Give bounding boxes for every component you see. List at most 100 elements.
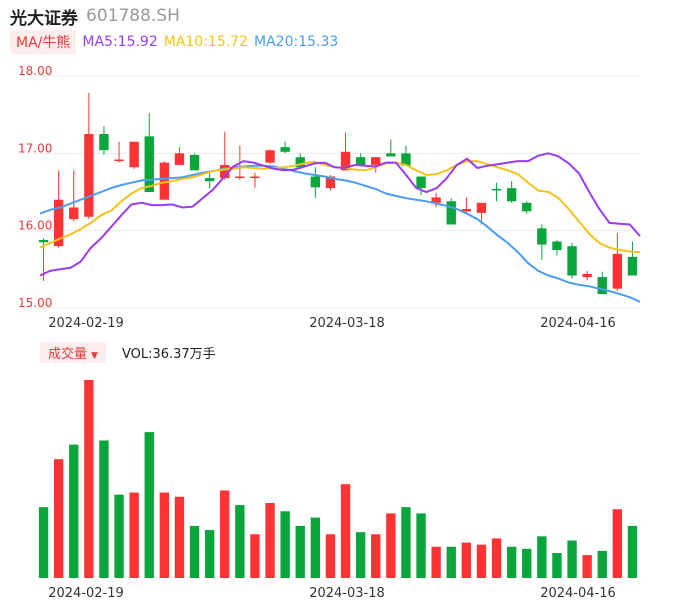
stock-name: 光大证券: [10, 8, 78, 29]
volume-bar: [612, 509, 623, 578]
candle-body: [310, 176, 321, 188]
volume-bar: [552, 552, 562, 578]
candle-body: [84, 134, 94, 217]
candle-body: [491, 188, 502, 191]
volume-tag-label: 成交量: [48, 346, 88, 362]
ma20-label: MA20:15.33: [254, 34, 339, 50]
y-tick-label: 17.00: [18, 141, 52, 155]
volume-bar: [295, 525, 305, 578]
candle-body: [386, 153, 396, 157]
candle-body: [204, 178, 215, 182]
volume-bar: [461, 542, 472, 578]
volume-bar: [506, 546, 517, 578]
candle-body: [597, 277, 607, 295]
candle-body: [627, 256, 638, 276]
volume-indicator-button[interactable]: 成交量 ▼: [40, 341, 106, 363]
candle-body: [144, 136, 154, 192]
volume-bar: [235, 505, 245, 578]
volume-bar: [582, 555, 592, 578]
volume-bar: [265, 502, 275, 578]
candle-body: [446, 201, 456, 225]
volume-bar: [280, 511, 290, 578]
volume-bar: [159, 492, 170, 578]
volume-bar: [371, 534, 381, 578]
volume-bar: [522, 548, 532, 578]
volume-bar: [69, 444, 79, 578]
candle-body: [582, 273, 592, 278]
volume-bar: [189, 525, 200, 578]
candle-body: [506, 188, 517, 202]
volume-bar: [144, 432, 154, 578]
stock-header: 光大证券 601788.SH: [10, 4, 180, 29]
volume-bar: [204, 530, 215, 578]
x-tick-label: 2024-02-19: [48, 316, 124, 331]
candle-body: [295, 157, 305, 168]
volume-bar: [84, 380, 94, 578]
volume-bar: [567, 540, 577, 578]
candle-body: [431, 197, 441, 203]
volume-bar: [537, 536, 547, 578]
candle-body: [265, 150, 275, 163]
ma-indicator-button[interactable]: MA/牛熊: [10, 30, 77, 54]
x-tick-label: 2024-02-19: [48, 586, 124, 601]
candle-body: [250, 176, 260, 179]
volume-bar: [129, 492, 139, 578]
candlestick-series: [38, 93, 638, 295]
y-tick-label: 15.00: [18, 296, 52, 310]
candle-body: [355, 157, 366, 165]
moving-average-lines: [39, 152, 641, 303]
ma-legend: MA/牛熊 MA5:15.92 MA10:15.72 MA20:15.33: [10, 30, 338, 54]
volume-bar: [114, 494, 124, 578]
date-axis-bottom: 2024-02-19 2024-03-18 2024-04-16: [48, 586, 616, 601]
y-tick-label: 18.00: [18, 64, 52, 78]
volume-bar: [401, 507, 411, 578]
volume-bar: [446, 546, 456, 578]
candle-body: [371, 157, 381, 165]
candle-body: [280, 147, 290, 152]
ma5-label: MA5:15.92: [82, 34, 158, 50]
volume-bar: [325, 534, 336, 578]
x-tick-label: 2024-04-16: [540, 586, 616, 601]
volume-bar: [310, 517, 321, 578]
candle-body: [325, 176, 336, 189]
date-axis-top: 2024-02-19 2024-03-18 2024-04-16: [48, 316, 616, 331]
candle-body: [38, 239, 49, 243]
candle-body: [537, 228, 547, 245]
price-axis-labels: 18.00 17.00 16.00 15.00: [18, 64, 52, 310]
volume-bar: [340, 484, 351, 578]
volume-bar: [431, 546, 441, 578]
volume-bar: [491, 538, 502, 578]
candle-body: [416, 176, 426, 189]
candle-body: [174, 153, 185, 165]
candle-body: [69, 207, 79, 220]
candle-body: [612, 253, 623, 289]
volume-bar: [174, 496, 185, 578]
stock-code: 601788.SH: [86, 6, 180, 26]
volume-value: VOL:36.37万手: [121, 346, 216, 362]
caret-down-icon: ▼: [91, 350, 98, 361]
x-tick-label: 2024-03-18: [309, 586, 385, 601]
volume-bar: [627, 525, 638, 578]
candle-body: [401, 153, 411, 166]
candle-body: [220, 164, 230, 179]
x-tick-label: 2024-04-16: [540, 316, 616, 331]
volume-bar: [597, 550, 607, 578]
volume-bar: [250, 534, 260, 578]
volume-bar: [38, 507, 49, 578]
volume-bar: [416, 513, 426, 578]
volume-bar: [355, 532, 366, 578]
volume-bar: [220, 490, 230, 578]
volume-legend: 成交量 ▼ VOL:36.37万手: [40, 341, 216, 363]
candle-body: [189, 154, 200, 171]
candle-body: [340, 151, 351, 171]
candle-body: [53, 199, 64, 247]
volume-bar: [53, 459, 64, 578]
volume-bar: [386, 513, 396, 578]
candle-body: [159, 162, 170, 200]
candle-body: [114, 159, 124, 162]
ma10-label: MA10:15.72: [163, 34, 249, 50]
candle-body: [235, 176, 245, 179]
candle-body: [552, 241, 562, 250]
candle-body: [461, 209, 472, 212]
